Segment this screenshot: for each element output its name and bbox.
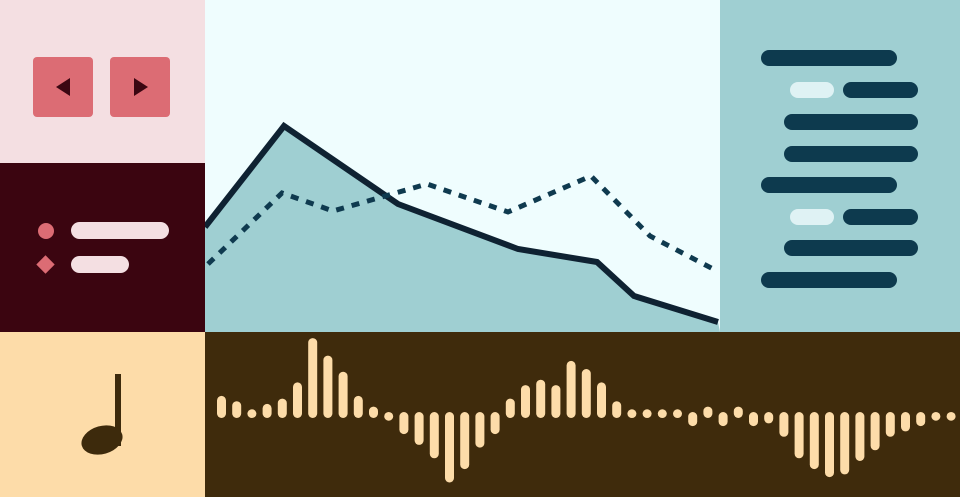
waveform-canvas (217, 338, 956, 483)
waveform-bar (597, 382, 606, 418)
waveform-bar (521, 385, 530, 418)
waveform-bar (399, 412, 409, 435)
waveform-bar (733, 406, 743, 418)
waveform-bar (870, 412, 880, 451)
circle-icon (38, 223, 54, 239)
waveform-bar (232, 401, 242, 418)
waveform-bar (901, 412, 910, 432)
waveform-panel (205, 332, 960, 497)
waveform-bar (429, 412, 439, 459)
triangle-left-icon (56, 78, 70, 96)
text-line-bar (761, 177, 897, 193)
line-chart-panel (205, 0, 720, 332)
text-line-bar (843, 209, 918, 225)
legend-placeholder-bar (71, 222, 169, 239)
waveform-bar (703, 406, 713, 418)
waveform-bar (475, 412, 485, 448)
waveform-bar (657, 409, 667, 418)
waveform-bar (840, 412, 850, 475)
next-button[interactable] (110, 57, 170, 117)
note-stem (115, 374, 121, 446)
text-lines-panel (720, 0, 960, 332)
waveform-bar (809, 412, 819, 470)
text-line-bar (784, 146, 918, 162)
waveform-bar (855, 412, 865, 461)
triangle-right-icon (134, 78, 148, 96)
waveform-bar (490, 412, 500, 435)
waveform-bar (764, 412, 774, 424)
waveform-bar (505, 398, 515, 418)
waveform-bar (551, 385, 561, 418)
music-panel (0, 332, 205, 497)
waveform-bar (627, 409, 637, 418)
waveform-bar (749, 412, 758, 427)
waveform-bar (323, 355, 333, 418)
dotted-series-line (206, 173, 717, 273)
text-line-bar (761, 272, 897, 288)
text-line-bar (761, 50, 897, 66)
waveform-bar (642, 409, 652, 418)
waveform-bar (247, 409, 257, 418)
waveform-bar (308, 338, 318, 418)
waveform-bar (369, 406, 378, 418)
waveform-bar (262, 403, 272, 418)
waveform-bar (946, 412, 956, 421)
navigation-panel (0, 0, 205, 163)
waveform-bar (688, 412, 698, 427)
waveform-bar (612, 401, 622, 418)
waveform-bar (277, 398, 287, 418)
waveform-bar (718, 412, 728, 427)
legend-panel (0, 163, 205, 332)
waveform-bar (566, 360, 576, 418)
waveform-bar (673, 409, 682, 418)
music-note-icon (81, 374, 123, 455)
text-line-bar (784, 240, 918, 256)
waveform-bar (931, 412, 941, 421)
text-line-highlight (790, 82, 834, 98)
waveform-bar (581, 369, 591, 418)
previous-button[interactable] (33, 57, 93, 117)
waveform-bar (384, 412, 394, 421)
waveform-bar (353, 395, 363, 418)
waveform-bar (414, 412, 424, 445)
waveform-bar (338, 371, 348, 418)
chart-canvas (205, 121, 720, 332)
note-head (81, 425, 123, 455)
waveform-bar (794, 412, 804, 459)
text-line-highlight (790, 209, 834, 225)
text-line-bar (843, 82, 918, 98)
solid-series-line (205, 121, 719, 325)
waveform-bar (293, 382, 302, 418)
legend-placeholder-bar (71, 256, 129, 273)
waveform-bar (885, 412, 895, 437)
waveform-bar (217, 395, 226, 418)
text-line-bar (784, 114, 918, 130)
waveform-bar (445, 412, 454, 483)
waveform-bar (779, 412, 789, 437)
waveform-bar (825, 412, 834, 478)
waveform-bar (460, 412, 470, 470)
waveform-bar (916, 412, 926, 427)
waveform-bar (536, 379, 546, 418)
